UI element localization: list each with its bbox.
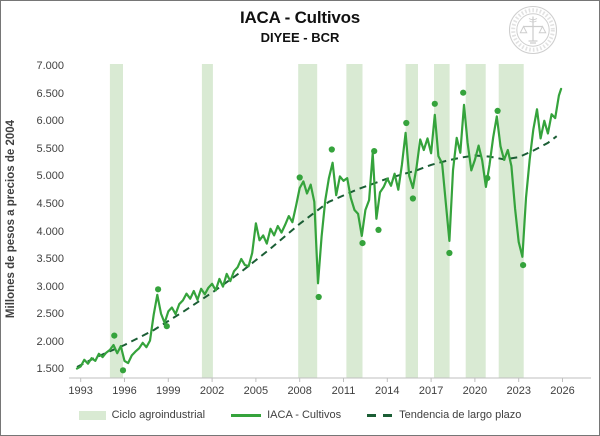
x-tick-label: 2002 [199,385,225,397]
x-tick-label: 2023 [506,385,531,397]
y-tick-label: 7.000 [36,60,64,73]
cycle-band [346,64,363,378]
extreme-dot [460,89,467,96]
y-tick-label: 4.500 [36,198,64,211]
chart-subtitle: DIYEE - BCR [260,30,340,45]
y-tick-label: 3.500 [36,253,64,266]
legend-label: Tendencia de largo plazo [399,409,522,421]
cycle-band [405,64,418,378]
y-tick-label: 6.000 [36,115,64,128]
y-tick-label: 5.500 [36,142,64,155]
plot-area [69,64,591,382]
y-tick-label: 5.000 [36,170,64,183]
cycle-band [298,64,318,378]
x-tick-label: 2020 [462,385,488,397]
x-tick-label: 2014 [375,385,400,397]
x-tick-label: 2026 [550,385,575,397]
extreme-dot [296,174,303,181]
extreme-dot [163,323,170,330]
extreme-dot [484,175,491,182]
bolsa-comercio-rosario-seal-icon [508,5,558,55]
legend-item-line: IACA - Cultivos [231,409,341,421]
y-tick-label: 2.000 [36,335,64,348]
extreme-dot [403,119,410,127]
y-tick-label: 1.500 [36,363,64,376]
y-tick-label: 4.000 [36,225,64,238]
extreme-dot [315,293,322,301]
legend-label: Ciclo agroindustrial [111,409,206,421]
legend-swatch-band-icon [78,410,106,420]
cycle-band [498,64,524,378]
y-axis-title: Millones de pesos a precios de 2004 [5,119,18,318]
x-tick-label: 1993 [68,385,93,397]
y-tick-label: 3.000 [36,280,64,293]
extreme-dot [431,100,438,107]
chart-title: IACA - Cultivos [239,8,361,27]
x-tick-label: 2017 [418,385,444,397]
extreme-dot [328,146,335,153]
iaca-line [75,87,563,370]
extreme-dot [375,226,382,233]
legend-swatch-line-icon [231,413,262,417]
extreme-dot [409,195,416,202]
cycle-band [465,64,486,378]
y-tick-label: 6.500 [36,87,64,100]
extreme-dot [111,332,118,339]
extreme-dot [155,286,162,293]
legend-swatch-dash-icon [367,413,394,417]
legend-item-band: Ciclo agroindustrial [78,409,206,421]
x-tick-label: 2011 [331,385,356,397]
extreme-dot [119,367,127,374]
extreme-dot [359,240,366,247]
chart-legend: Ciclo agroindustrial IACA - Cultivos Tende… [1,409,599,421]
extreme-dot [371,148,378,155]
extreme-dot [446,249,453,257]
legend-label: IACA - Cultivos [267,409,342,421]
cycle-band [201,64,213,378]
legend-item-dash: Tendencia de largo plazo [367,409,521,421]
x-tick-label: 1996 [112,385,137,397]
x-tick-label: 2005 [243,385,269,397]
extreme-dot [494,107,501,114]
extreme-dot [520,262,527,269]
y-tick-label: 2.500 [36,308,64,321]
x-tick-label: 2008 [287,385,312,397]
cycle-band [109,64,123,378]
x-tick-label: 1999 [156,385,181,397]
